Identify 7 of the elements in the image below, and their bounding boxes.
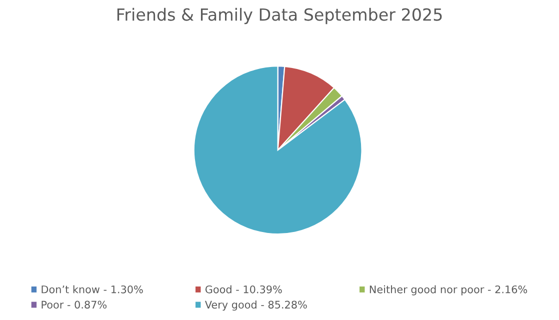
legend-label: Very good - 85.28% (204, 300, 307, 311)
legend-label: Good - 10.39% (205, 285, 282, 294)
chart-title: Friends & Family Data September 2025 (117, 8, 442, 24)
legend-label: Poor - 0.87% (42, 300, 107, 309)
legend-label: Don’t know - 1.30% (42, 285, 143, 294)
legend-label: Neither good nor poor - 2.16% (370, 285, 528, 296)
pie-slice (193, 66, 362, 235)
